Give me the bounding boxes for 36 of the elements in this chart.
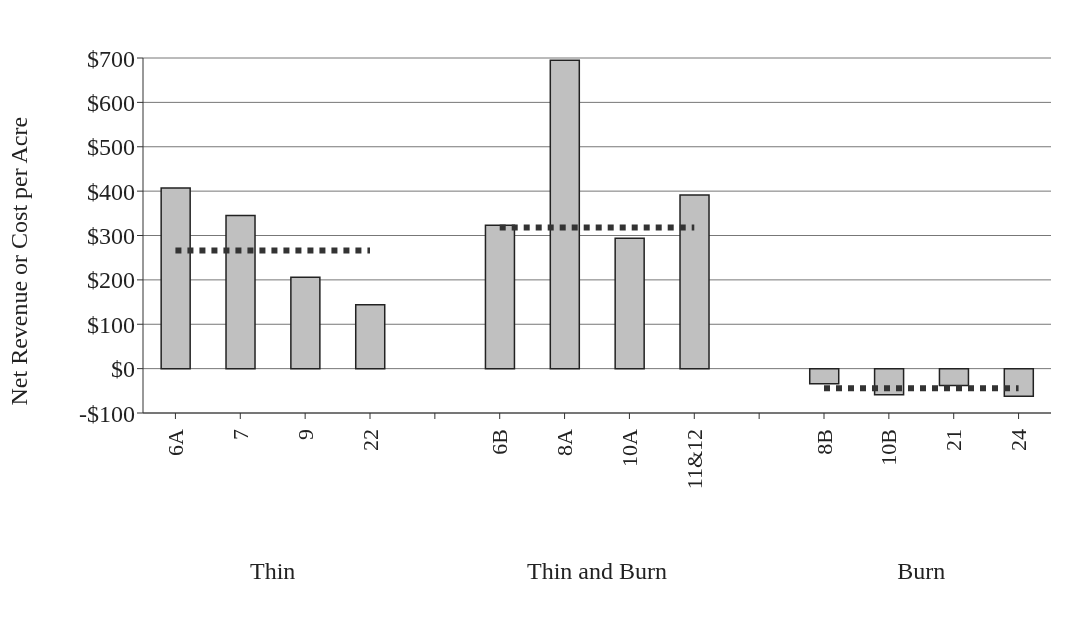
bar <box>160 187 191 370</box>
x-tick-label: 21 <box>941 429 967 451</box>
bar <box>808 367 840 385</box>
x-tick-label: 6A <box>162 428 188 456</box>
x-tick-label: 11&12 <box>681 429 707 490</box>
x-tick-label: 24 <box>1006 429 1032 451</box>
x-tick-label: 10B <box>876 429 902 466</box>
text: Thin and Burn <box>526 558 668 585</box>
x-tick-label: 7 <box>227 429 253 440</box>
bar <box>938 367 970 387</box>
bar <box>549 59 581 370</box>
y-tick-label: $200 <box>87 267 135 294</box>
bar <box>225 214 256 370</box>
bar <box>484 224 516 370</box>
bar <box>1003 367 1035 397</box>
x-tick-label: 8A <box>552 428 578 456</box>
x-tick-label: 8B <box>811 429 837 455</box>
x-tick-label: 6B <box>487 429 513 455</box>
text: Burn <box>896 558 947 585</box>
y-tick-label: $300 <box>87 223 135 250</box>
x-tick-label: 9 <box>292 429 318 440</box>
y-tick-label: $400 <box>87 178 135 205</box>
y-axis-title: Net Revenue or Cost per Acre <box>5 116 32 406</box>
text: Thin <box>249 558 297 585</box>
x-tick-label: 10A <box>616 428 642 467</box>
bar <box>679 194 710 370</box>
y-tick-label: $0 <box>111 356 135 383</box>
x-tick-label: 22 <box>357 429 383 451</box>
y-tick-label: $600 <box>87 89 135 116</box>
y-tick-label: $700 <box>87 45 135 72</box>
y-tick-label: $500 <box>87 134 135 161</box>
y-tick-label: $100 <box>87 311 135 338</box>
bar <box>354 303 386 370</box>
bar <box>614 237 645 370</box>
y-tick-label: -$100 <box>79 400 135 427</box>
bar <box>290 276 321 370</box>
